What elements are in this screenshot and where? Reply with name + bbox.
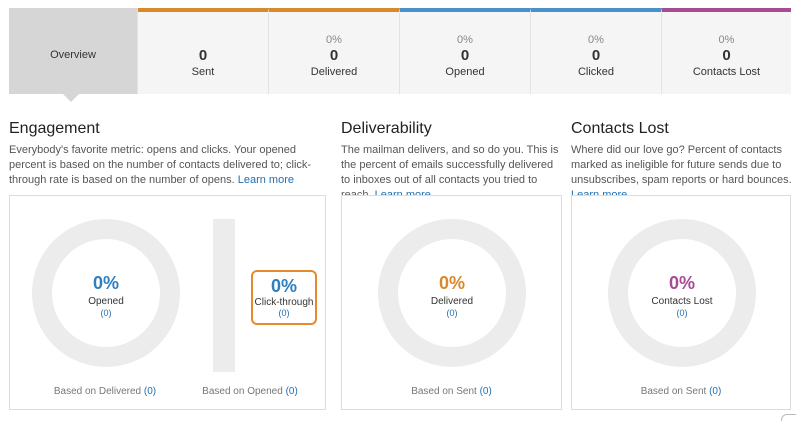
contacts-lost-description-text: Where did our love go? Percent of contac… [571, 144, 792, 186]
contacts-lost-title: Contacts Lost [571, 120, 669, 137]
delivered-percent: 0% [438, 273, 465, 293]
contacts-lost-basis-count[interactable]: (0) [709, 386, 722, 397]
delivered-ring-text: 0% Delivered (0) [378, 273, 526, 318]
opened-ring-text: 0% Opened (0) [32, 273, 180, 318]
tab-opened[interactable]: 0% 0 Opened [400, 8, 531, 94]
contacts-lost-basis: Based on Sent (0) [572, 386, 790, 397]
click-through-label: Click-through [254, 297, 314, 308]
tab-label: Contacts Lost [692, 66, 761, 78]
tab-count: 0 [198, 47, 208, 64]
contacts-lost-ring-text: 0% Contacts Lost (0) [608, 273, 756, 318]
click-through-basis: Based on Opened (0) [190, 386, 310, 397]
contacts-lost-basis-text: Based on Sent [640, 386, 707, 397]
opened-basis-text: Based on Delivered [53, 386, 142, 397]
contacts-lost-label: Contacts Lost [651, 296, 713, 307]
opened-label: Opened [88, 296, 124, 307]
contacts-lost-count[interactable]: (0) [676, 308, 688, 318]
tab-label: Overview [50, 49, 96, 61]
opened-basis-count[interactable]: (0) [143, 386, 157, 397]
engagement-title: Engagement [9, 120, 100, 137]
tab-contacts-lost[interactable]: 0% 0 Contacts Lost [662, 8, 791, 94]
engagement-description: Everybody's favorite metric: opens and c… [9, 143, 331, 188]
metric-tabs: Overview 0 Sent 0% 0 Delivered 0% 0 Open… [9, 8, 791, 102]
tab-percent: 0% [718, 34, 735, 46]
tab-delivered[interactable]: 0% 0 Delivered [269, 8, 400, 94]
tab-sent[interactable]: 0 Sent [138, 8, 269, 94]
tab-clicked[interactable]: 0% 0 Clicked [531, 8, 662, 94]
deliverability-panel: 0% Delivered (0) Based on Sent (0) [341, 195, 562, 410]
contacts-lost-description: Where did our love go? Percent of contac… [571, 143, 793, 203]
tab-percent: 0% [457, 34, 473, 46]
tab-label: Delivered [310, 66, 358, 78]
engagement-learn-more-link[interactable]: Learn more [237, 174, 294, 186]
delivered-count[interactable]: (0) [446, 308, 458, 318]
deliverability-description: The mailman delivers, and so do you. Thi… [341, 143, 561, 203]
click-through-percent: 0% [270, 276, 297, 296]
opened-basis: Based on Delivered (0) [20, 386, 190, 397]
delivered-basis-count[interactable]: (0) [479, 386, 492, 397]
engagement-description-text: Everybody's favorite metric: opens and c… [9, 144, 312, 186]
tab-label: Opened [445, 66, 485, 78]
click-through-basis-text: Based on Opened [202, 386, 283, 397]
engagement-panel: 0% Opened (0) Based on Delivered (0) 0% … [9, 195, 326, 410]
resize-corner [781, 414, 796, 421]
tab-overview[interactable]: Overview [9, 8, 138, 102]
deliverability-title: Deliverability [341, 120, 432, 137]
contacts-lost-percent: 0% [668, 273, 695, 293]
tab-label: Clicked [577, 66, 615, 78]
tab-percent: 0% [326, 34, 342, 46]
delivered-label: Delivered [430, 296, 474, 307]
opened-percent: 0% [92, 273, 119, 293]
click-through-basis-count[interactable]: (0) [285, 386, 298, 397]
tab-count: 0 [591, 47, 601, 64]
delivered-basis-text: Based on Sent [411, 386, 477, 397]
tab-count: 0 [460, 47, 470, 64]
click-through-box[interactable]: 0% Click-through (0) [251, 270, 317, 325]
tab-count: 0 [722, 47, 731, 64]
tab-percent [138, 34, 268, 47]
tab-label: Sent [191, 66, 215, 78]
click-through-count[interactable]: (0) [278, 308, 290, 318]
deliverability-description-text: The mailman delivers, and so do you. Thi… [341, 144, 559, 201]
opened-count[interactable]: (0) [100, 308, 112, 318]
contacts-lost-panel: 0% Contacts Lost (0) Based on Sent (0) [571, 195, 791, 410]
tab-count: 0 [329, 47, 339, 64]
tab-percent: 0% [588, 34, 604, 46]
delivered-basis: Based on Sent (0) [342, 386, 561, 397]
click-through-bar [213, 219, 235, 372]
